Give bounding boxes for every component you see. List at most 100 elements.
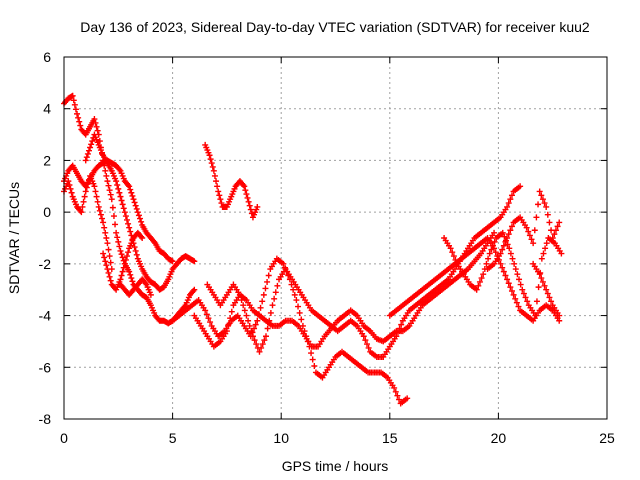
data-point	[264, 278, 271, 285]
series-track-2	[61, 157, 176, 265]
data-point	[540, 250, 547, 257]
data-point	[508, 288, 515, 295]
data-point	[218, 200, 225, 207]
data-point	[79, 203, 86, 210]
data-point	[217, 196, 224, 203]
data-point	[95, 203, 102, 210]
data-point	[97, 211, 104, 218]
plot-frame	[63, 56, 608, 420]
data-point	[243, 312, 250, 319]
data-point	[83, 184, 90, 191]
data-point	[106, 253, 113, 260]
series-track-10	[202, 141, 261, 221]
data-point	[169, 258, 176, 265]
data-point	[122, 256, 129, 263]
data-point	[132, 247, 139, 254]
data-point	[116, 166, 123, 173]
data-point	[271, 295, 278, 302]
data-point	[117, 193, 124, 200]
data-point	[227, 315, 234, 322]
data-point	[106, 273, 113, 280]
data-point	[549, 235, 556, 241]
data-point	[93, 193, 100, 200]
data-point	[262, 285, 269, 292]
data-point	[558, 250, 565, 257]
data-point	[261, 337, 268, 344]
data-point	[551, 231, 558, 238]
data-point	[541, 200, 548, 207]
series-track-13	[484, 188, 563, 273]
data-point	[524, 298, 531, 305]
data-point	[296, 309, 303, 316]
data-point	[295, 303, 302, 310]
data-point	[505, 200, 512, 207]
x-tick-label: 0	[60, 430, 68, 446]
series-track-6	[117, 276, 154, 298]
data-point	[225, 321, 232, 328]
data-point	[74, 110, 81, 117]
chart-title: Day 136 of 2023, Sidereal Day-to-day VTE…	[80, 19, 590, 35]
series-track-14	[530, 260, 563, 319]
data-point	[110, 213, 117, 220]
data-point	[486, 250, 493, 257]
data-point	[259, 341, 266, 348]
data-point	[517, 183, 524, 190]
data-point	[103, 172, 110, 179]
data-point	[513, 299, 520, 306]
data-point	[75, 114, 82, 121]
data-point	[121, 260, 128, 267]
data-point	[290, 286, 297, 293]
data-point	[82, 157, 89, 164]
data-point	[105, 269, 112, 276]
data-point	[202, 307, 209, 314]
data-point	[291, 291, 298, 298]
data-point	[115, 238, 122, 245]
data-point	[500, 242, 507, 249]
data-point	[89, 138, 96, 145]
data-point	[507, 227, 514, 234]
data-point	[92, 188, 99, 195]
data-point	[499, 229, 506, 236]
data-point	[92, 119, 99, 126]
data-point	[117, 276, 124, 283]
data-point	[246, 322, 253, 329]
data-point	[541, 282, 548, 289]
data-point	[546, 294, 553, 301]
data-point	[473, 286, 480, 293]
y-axis-label: SDTVAR / TECUs	[6, 182, 22, 294]
x-tick-label: 10	[273, 430, 289, 446]
data-point	[519, 286, 526, 293]
series-track-3	[82, 131, 198, 293]
data-point	[133, 251, 140, 258]
data-point	[478, 275, 485, 282]
data-point	[274, 282, 281, 289]
data-point	[280, 260, 287, 267]
data-point	[533, 214, 540, 221]
data-point	[393, 333, 400, 340]
series-track-11	[386, 235, 563, 324]
data-point	[128, 189, 135, 196]
data-point	[216, 192, 223, 199]
data-point	[499, 264, 506, 271]
data-point	[77, 122, 84, 129]
series-track-8	[191, 229, 498, 350]
data-point	[107, 259, 114, 266]
y-tick-label: -4	[39, 308, 52, 324]
data-point	[84, 180, 91, 187]
grid	[64, 57, 607, 419]
x-axis-label: GPS time / hours	[282, 458, 389, 474]
data-point	[66, 181, 73, 188]
data-point	[80, 198, 87, 205]
data-point	[72, 106, 79, 113]
data-point	[508, 192, 515, 199]
data-point	[509, 255, 516, 262]
data-series	[61, 92, 565, 407]
data-point	[81, 193, 88, 200]
data-point	[501, 233, 508, 240]
data-point	[398, 321, 405, 328]
data-point	[499, 246, 506, 253]
data-point	[552, 227, 559, 234]
series-track-5	[100, 229, 146, 293]
y-tick-label: 6	[43, 49, 51, 65]
data-point	[556, 317, 563, 324]
